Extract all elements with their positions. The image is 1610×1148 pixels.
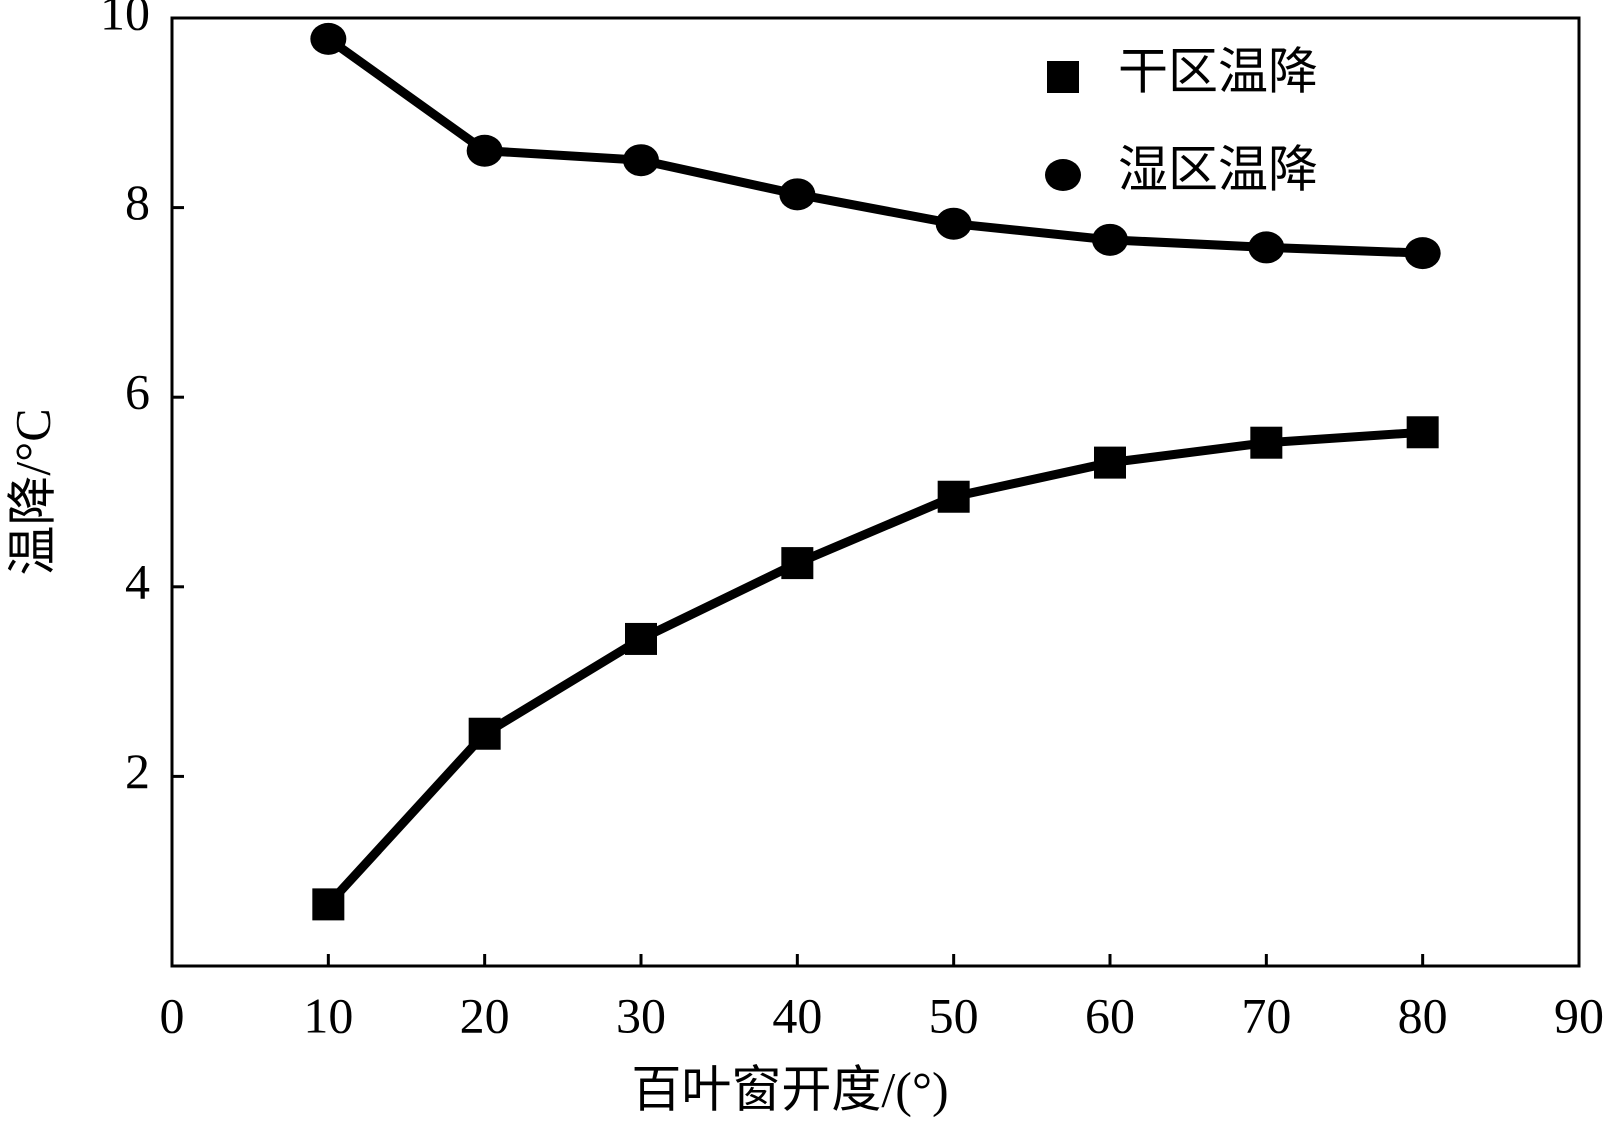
x-tick-label: 90: [1554, 987, 1604, 1043]
marker: [468, 717, 501, 750]
x-tick-label: 60: [1085, 987, 1135, 1043]
y-tick-label: 10: [100, 0, 150, 40]
x-axis-label: 百叶窗开度/(°): [631, 1061, 948, 1117]
marker: [937, 480, 970, 513]
y-tick-label: 4: [125, 553, 150, 609]
x-tick-label: 30: [616, 987, 666, 1043]
marker: [625, 622, 657, 655]
y-tick-label: 8: [125, 174, 150, 230]
x-tick-label: 40: [772, 987, 822, 1043]
marker: [781, 547, 814, 580]
x-tick-label: 70: [1241, 987, 1291, 1043]
x-tick-label: 0: [160, 987, 185, 1043]
marker: [1248, 231, 1285, 264]
y-axis-label: 温降/°C: [4, 408, 60, 575]
marker: [1092, 223, 1128, 256]
marker: [1406, 416, 1439, 449]
y-tick-label: 6: [125, 364, 150, 420]
x-tick-label: 10: [303, 987, 353, 1043]
marker: [779, 178, 816, 211]
x-tick-label: 80: [1398, 987, 1448, 1043]
plot-frame: [170, 16, 1581, 968]
marker: [466, 134, 503, 167]
x-tick-label: 20: [460, 987, 510, 1043]
marker: [1250, 426, 1283, 459]
legend-marker: [1045, 159, 1081, 191]
marker: [935, 207, 972, 240]
legend-marker: [1047, 61, 1079, 93]
marker: [1404, 237, 1441, 270]
legend-label: 湿区温降: [1118, 141, 1318, 197]
y-tick-label: 2: [125, 743, 150, 799]
marker: [623, 144, 659, 177]
x-tick-label: 50: [929, 987, 979, 1043]
marker: [1094, 446, 1126, 479]
legend-label: 干区温降: [1118, 43, 1318, 99]
marker: [312, 888, 345, 921]
marker: [310, 22, 347, 55]
series-line: [325, 427, 1423, 908]
series-line: [325, 35, 1423, 258]
